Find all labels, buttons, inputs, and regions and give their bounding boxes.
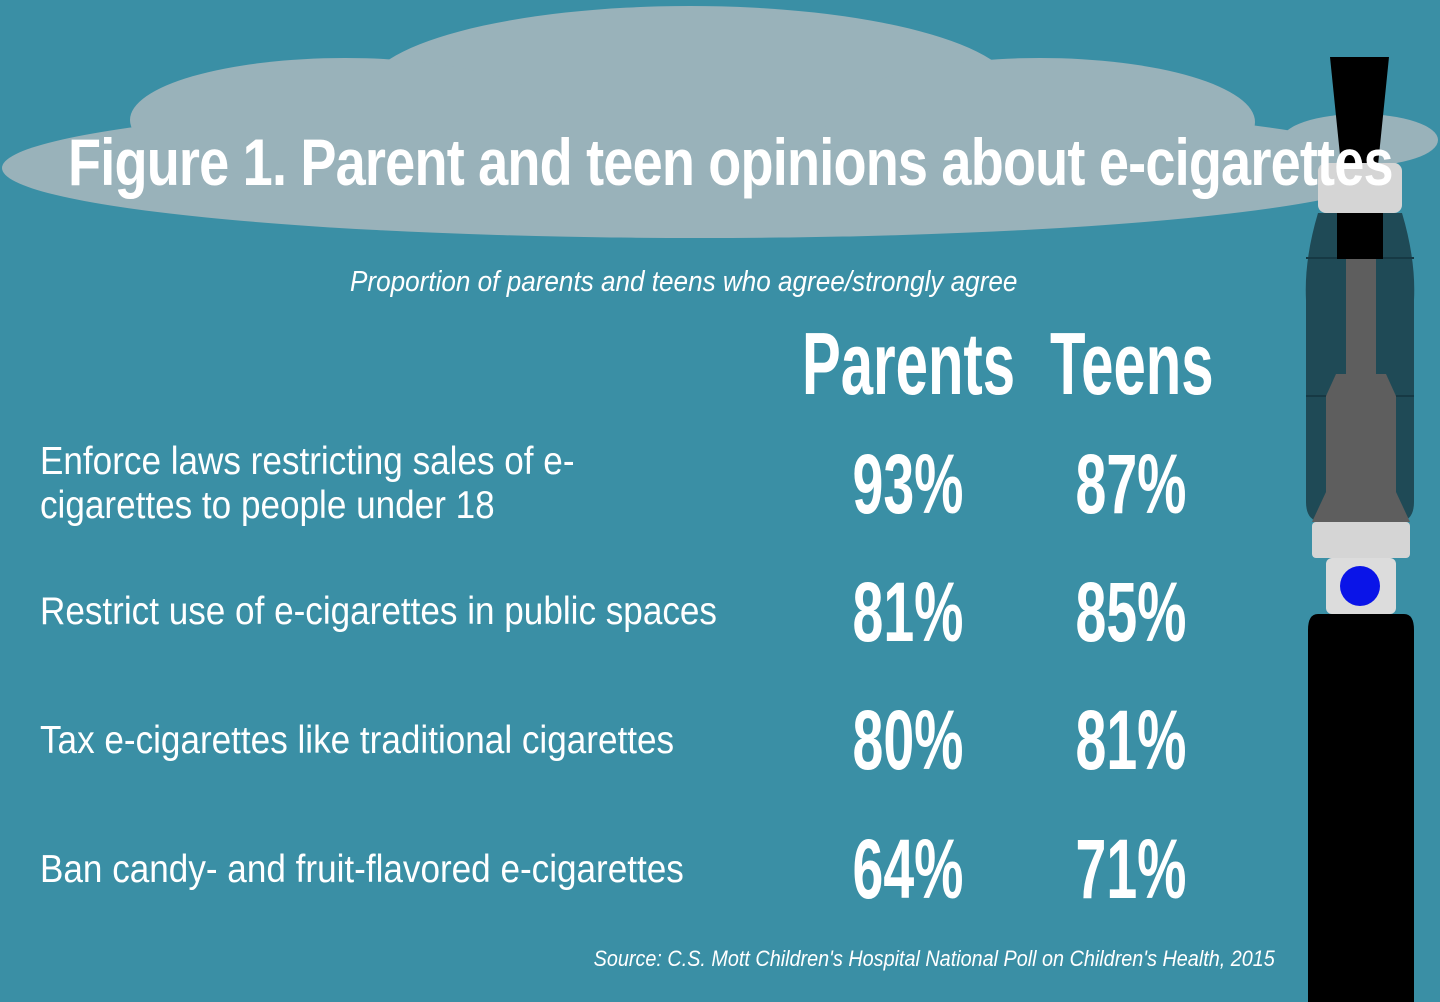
chart-title: Figure 1. Parent and teen opinions about… bbox=[68, 125, 1394, 199]
value-parents-tax: 80% bbox=[852, 693, 964, 787]
value-teens-enforce-laws: 87% bbox=[1075, 437, 1187, 531]
row-label-tax: Tax e-cigarettes like traditional cigare… bbox=[40, 719, 675, 762]
value-teens-tax: 81% bbox=[1075, 693, 1187, 787]
value-parents-ban-flavored: 64% bbox=[852, 822, 964, 916]
column-header-parents: Parents bbox=[802, 314, 1016, 413]
value-parents-enforce-laws: 93% bbox=[852, 437, 964, 531]
row-label-enforce-laws: Enforce laws restricting sales of e-ciga… bbox=[40, 440, 575, 527]
value-teens-restrict-public: 85% bbox=[1075, 565, 1187, 659]
e-cigarette-icon bbox=[1305, 57, 1415, 1002]
row-label-restrict-public: Restrict use of e-cigarettes in public s… bbox=[40, 590, 717, 633]
chart-subtitle: Proportion of parents and teens who agre… bbox=[350, 266, 1018, 298]
source-note: Source: C.S. Mott Children's Hospital Na… bbox=[593, 946, 1275, 971]
row-label-ban-flavored: Ban candy- and fruit-flavored e-cigarett… bbox=[40, 848, 684, 891]
value-parents-restrict-public: 81% bbox=[852, 565, 964, 659]
value-teens-ban-flavored: 71% bbox=[1075, 822, 1187, 916]
cloud-icon bbox=[2, 6, 1438, 238]
column-header-teens: Teens bbox=[1050, 314, 1214, 413]
